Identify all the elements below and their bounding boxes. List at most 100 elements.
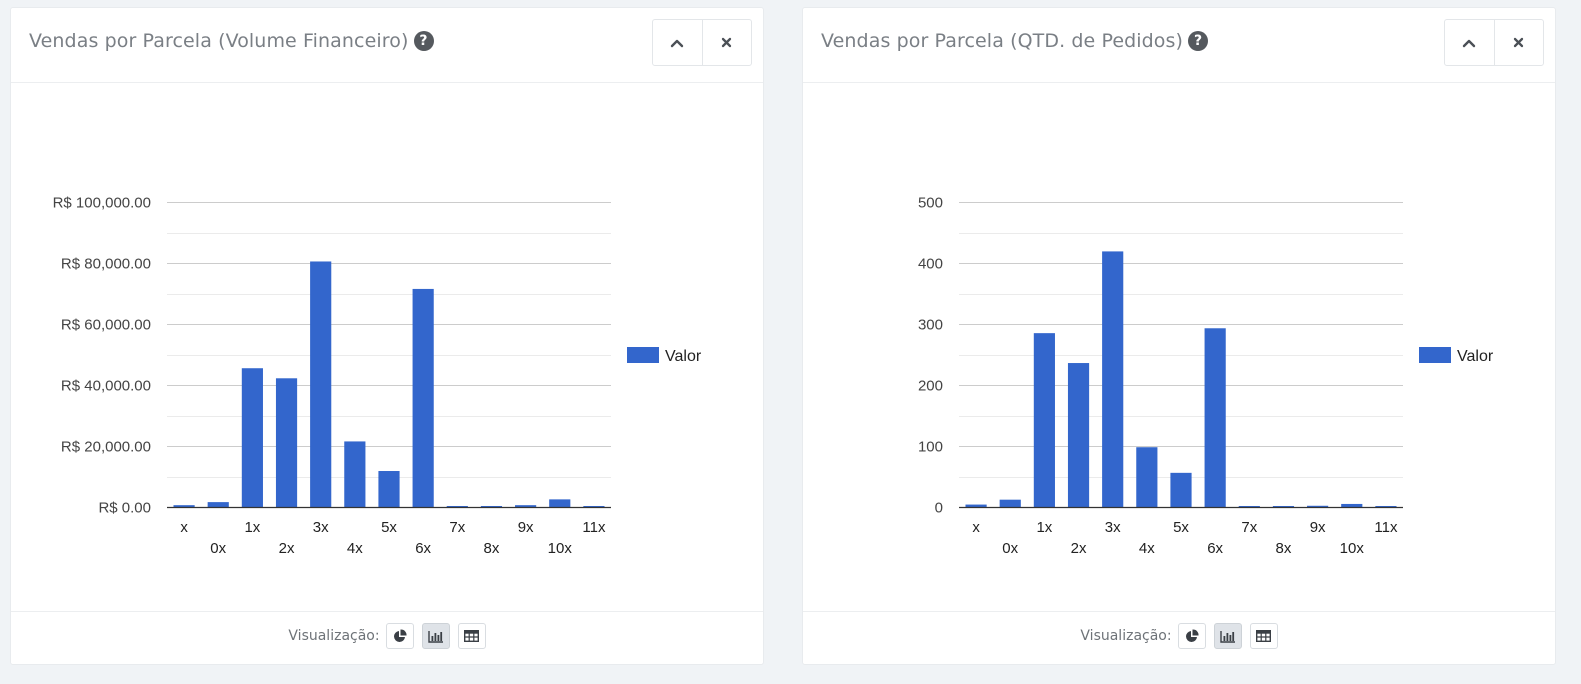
x-tick-label: 5x <box>1173 519 1189 536</box>
y-tick-label: 200 <box>918 378 943 395</box>
bar <box>1102 251 1124 507</box>
bar-chart: 0 100 200 300 400 500 x 0x 1x 2x 3x 4x 5x 6x 7x 8x 9x 10x… <box>918 195 1494 558</box>
visualization-switcher: Visualização: <box>803 623 1555 649</box>
chart-area: 0 100 200 300 400 500 x 0x 1x 2x 3x 4x 5x 6x 7x 8x 9x 10x… <box>803 83 1555 613</box>
legend-label: Valor <box>665 348 702 365</box>
pie-chart-icon <box>393 629 407 642</box>
x-tick-label: 10x <box>1340 540 1365 557</box>
chevron-up-icon <box>1463 39 1476 47</box>
x-tick-label: 3x <box>313 519 329 536</box>
panel-title-text: Vendas por Parcela (Volume Financeiro) <box>29 30 409 52</box>
bar <box>515 505 537 507</box>
bar <box>1238 506 1260 507</box>
bar <box>965 504 987 507</box>
x-tick-label: 6x <box>415 540 431 557</box>
x-tick-label: 10x <box>548 540 573 557</box>
bar <box>378 471 400 507</box>
bar <box>412 288 434 507</box>
bar <box>446 506 468 507</box>
y-tick-label: R$ 100,000.00 <box>53 195 151 212</box>
x-tick-label: 0x <box>1002 540 1018 557</box>
y-tick-label: R$ 0.00 <box>98 500 151 517</box>
panel-title: Vendas por Parcela (QTD. de Pedidos)? <box>821 30 1209 52</box>
viz-table-button[interactable] <box>457 623 486 649</box>
y-tick-label: R$ 40,000.00 <box>61 378 151 395</box>
close-icon <box>722 37 732 48</box>
bar <box>1341 503 1363 507</box>
y-tick-label: 300 <box>918 317 943 334</box>
y-tick-label: R$ 60,000.00 <box>61 317 151 334</box>
legend-swatch <box>1419 347 1451 363</box>
chart-panel-quantidade: Vendas por Parcela (QTD. de Pedidos)? 0 1… <box>802 7 1556 665</box>
bar <box>173 505 195 507</box>
viz-table-button[interactable] <box>1249 623 1278 649</box>
bar <box>549 499 571 507</box>
chart-panel-volume: Vendas por Parcela (Volume Financeiro)? … <box>10 7 764 665</box>
chevron-up-icon <box>671 39 684 47</box>
bar <box>1067 363 1090 507</box>
x-tick-label: x <box>180 519 188 536</box>
x-tick-label: 9x <box>1310 519 1326 536</box>
bar-chart: R$ 0.00 R$ 20,000.00 R$ 40,000.00 R$ 60,000… <box>53 195 702 558</box>
y-tick-label: R$ 80,000.00 <box>61 256 151 273</box>
close-button[interactable] <box>701 20 752 65</box>
x-tick-label: 1x <box>244 519 260 536</box>
help-icon[interactable]: ? <box>413 31 434 51</box>
x-tick-label: 2x <box>1071 540 1087 557</box>
panel-header: Vendas por Parcela (Volume Financeiro)? <box>11 8 763 83</box>
x-tick-label: 1x <box>1036 519 1052 536</box>
bar <box>310 261 332 507</box>
bar <box>480 506 503 507</box>
bar <box>1272 506 1295 507</box>
x-tick-label: x <box>972 519 980 536</box>
visualization-label: Visualização: <box>288 628 380 644</box>
help-icon[interactable]: ? <box>1188 31 1209 51</box>
x-tick-label: 8x <box>484 540 500 557</box>
bar-chart-icon <box>427 630 443 643</box>
x-tick-label: 3x <box>1105 519 1121 536</box>
x-tick-label: 7x <box>449 519 465 536</box>
chart-area: R$ 0.00 R$ 20,000.00 R$ 40,000.00 R$ 60,000… <box>11 83 763 613</box>
viz-bar-button[interactable] <box>1213 623 1242 649</box>
collapse-button[interactable] <box>653 20 702 65</box>
y-tick-label: 100 <box>918 439 943 456</box>
visualization-label: Visualização: <box>1080 628 1172 644</box>
bar <box>583 506 605 507</box>
bar <box>1170 472 1192 507</box>
close-icon <box>1514 37 1524 48</box>
viz-bar-button[interactable] <box>421 623 450 649</box>
panel-footer: Visualização: <box>11 611 763 664</box>
close-button[interactable] <box>1493 20 1544 65</box>
x-tick-label: 7x <box>1241 519 1257 536</box>
x-tick-label: 8x <box>1276 540 1292 557</box>
bar <box>207 502 229 507</box>
panel-footer: Visualização: <box>803 611 1555 664</box>
bar <box>1033 333 1055 507</box>
table-icon <box>1256 630 1272 642</box>
x-tick-label: 2x <box>279 540 295 557</box>
legend-swatch <box>627 347 659 363</box>
panel-header: Vendas por Parcela (QTD. de Pedidos)? <box>803 8 1555 83</box>
bar <box>999 499 1021 507</box>
x-tick-label: 4x <box>1139 540 1155 557</box>
x-tick-label: 0x <box>210 540 226 557</box>
y-tick-label: 0 <box>935 500 943 517</box>
pie-chart-icon <box>1185 629 1199 642</box>
y-tick-label: 400 <box>918 256 943 273</box>
y-tick-label: 500 <box>918 195 943 212</box>
x-tick-label: 9x <box>518 519 534 536</box>
visualization-switcher: Visualização: <box>11 623 763 649</box>
x-tick-label: 11x <box>582 519 606 536</box>
bar <box>1307 505 1329 507</box>
viz-pie-button[interactable] <box>1177 623 1206 649</box>
panel-title-text: Vendas por Parcela (QTD. de Pedidos) <box>821 30 1184 52</box>
viz-pie-button[interactable] <box>385 623 414 649</box>
panel-controls <box>1444 19 1544 66</box>
bar <box>1204 328 1226 507</box>
bar <box>1136 447 1158 507</box>
x-tick-label: 6x <box>1207 540 1223 557</box>
collapse-button[interactable] <box>1445 20 1494 65</box>
bar <box>344 441 366 507</box>
bar <box>241 368 263 507</box>
legend-label: Valor <box>1457 348 1494 365</box>
